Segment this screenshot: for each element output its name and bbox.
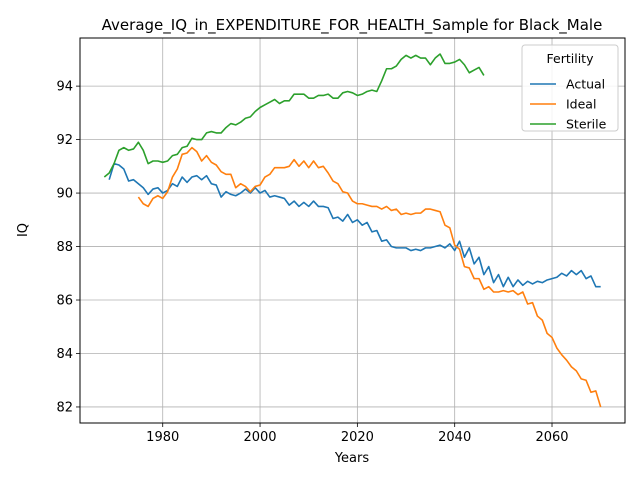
series-line-sterile [103,53,485,178]
series-line-actual [108,162,601,288]
x-tick-label: 1980 [146,430,179,445]
chart-title: Average_IQ_in_EXPENDITURE_FOR_HEALTH_Sam… [102,16,603,35]
legend-items: Actual Ideal Sterile [530,77,607,132]
y-tick-label: 92 [56,133,73,148]
x-axis-ticks: 1980 2000 2020 2040 2060 [146,423,569,445]
y-tick-label: 82 [56,400,73,415]
x-tick-label: 2020 [341,430,374,445]
y-axis-label: IQ [16,223,31,237]
legend-title: Fertility [547,51,595,66]
x-tick-label: 2060 [535,430,568,445]
legend: Fertility Actual Ideal Sterile [521,44,619,132]
legend-box [521,44,619,132]
x-tick-label: 2040 [438,430,471,445]
y-tick-label: 90 [56,187,73,202]
plot-area-frame [79,37,626,424]
series-line-ideal [137,146,602,408]
x-axis-label: Years [334,451,370,466]
series-layer [103,53,602,408]
legend-label-sterile: Sterile [566,117,607,132]
y-tick-label: 86 [56,294,73,309]
x-tick-label: 2000 [243,430,276,445]
y-tick-label: 94 [56,80,73,95]
y-tick-label: 84 [56,347,73,362]
grid [80,38,625,423]
y-tick-label: 88 [56,240,73,255]
y-axis-ticks: 82 84 86 88 90 92 94 [56,80,80,415]
legend-label-ideal: Ideal [566,97,596,112]
legend-label-actual: Actual [566,77,605,92]
